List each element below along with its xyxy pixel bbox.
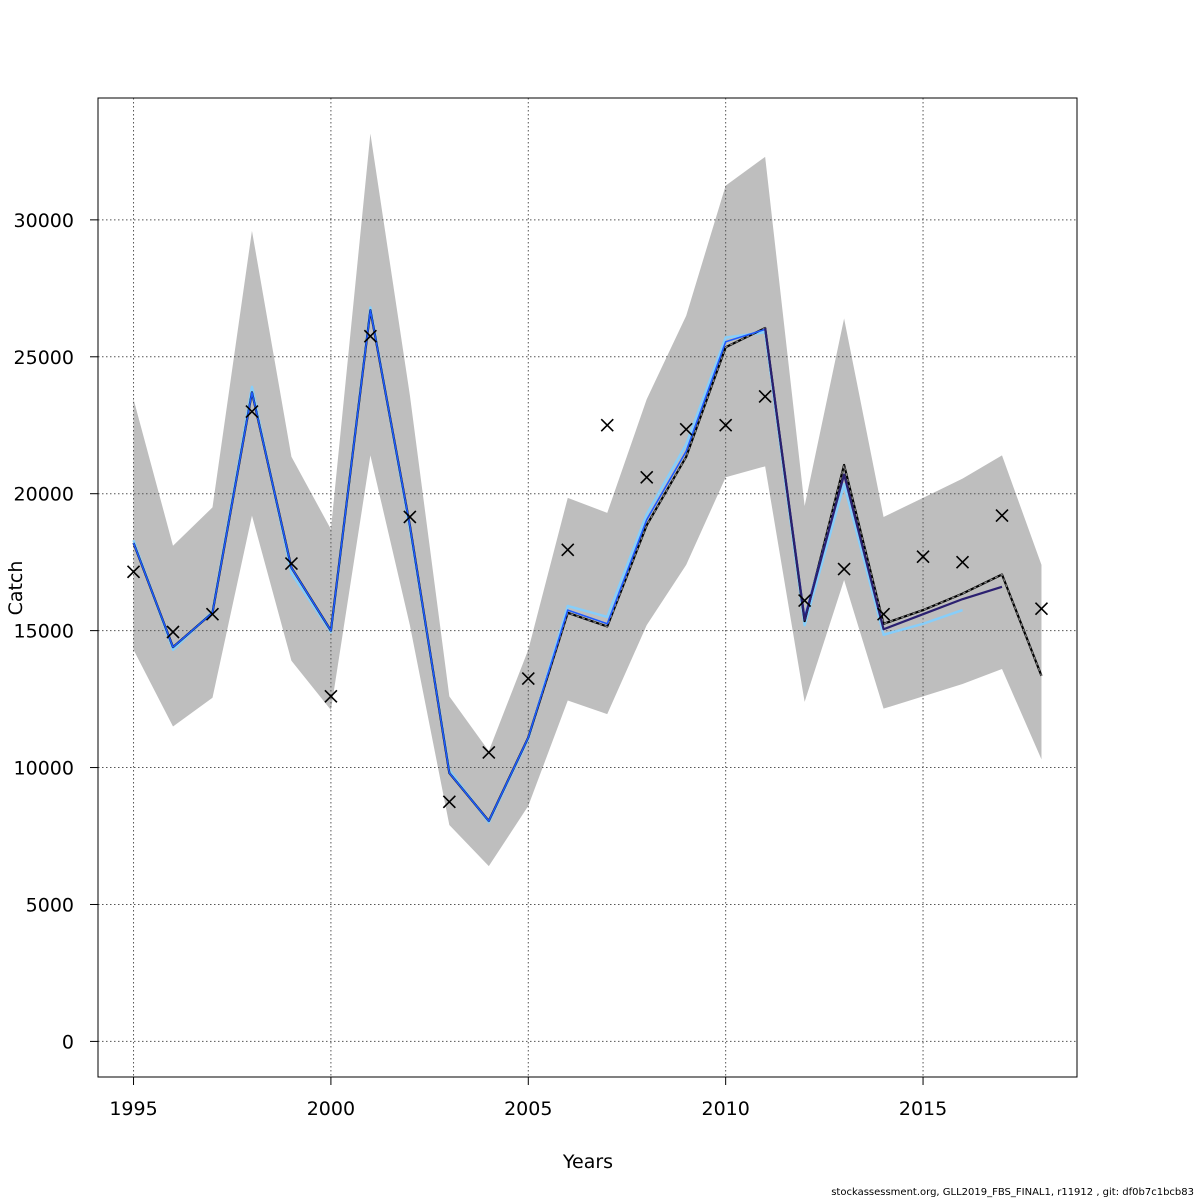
observed-point [640, 470, 654, 484]
y-axis-title: Catch [5, 561, 27, 616]
observed-points-layer [126, 329, 1049, 809]
observed-point [679, 422, 693, 436]
y-tick-label: 20000 [14, 484, 74, 506]
x-tick-label: 2005 [504, 1098, 552, 1120]
observed-point-stroke [1034, 602, 1049, 616]
observed-point-stroke [837, 562, 851, 576]
observed-point-stroke [284, 556, 298, 571]
x-tick-label: 1995 [109, 1098, 157, 1120]
confidence-band [133, 133, 1042, 867]
series-line-main-dashed [132, 310, 1043, 823]
observed-point-stroke [521, 671, 535, 686]
series-line-blue [132, 309, 845, 822]
observed-point [995, 509, 1009, 523]
observed-point-stroke [561, 543, 575, 557]
observed-point [561, 543, 575, 557]
observed-point [1034, 602, 1049, 616]
axis-layer: 1995 2000 2005 2010 2015 0 5000 10000 15000 20000… [14, 210, 948, 1120]
observed-point-stroke [166, 625, 180, 639]
y-tick-label: 30000 [14, 210, 74, 232]
observed-point [719, 418, 733, 432]
observed-point [403, 510, 417, 524]
observed-point-stroke [126, 565, 141, 579]
series-line-purple [764, 327, 1003, 631]
observed-point-stroke [916, 550, 930, 564]
observed-point-stroke [955, 555, 970, 569]
plot-frame [97, 97, 1078, 1078]
y-tick-label: 15000 [14, 621, 74, 643]
observed-point [955, 555, 970, 569]
observed-point-stroke [324, 689, 338, 703]
y-tick-label: 5000 [26, 894, 74, 916]
y-tick-label: 25000 [14, 347, 74, 369]
observed-point-stroke [679, 422, 693, 436]
grid-layer [98, 98, 1077, 1077]
observed-point [482, 745, 496, 760]
observed-point-stroke [758, 389, 772, 404]
observed-point-stroke [403, 510, 417, 524]
observed-point [363, 329, 377, 343]
observed-point-stroke [719, 418, 733, 432]
observed-point-stroke [640, 470, 654, 484]
observed-point [205, 607, 220, 621]
observed-point-stroke [482, 745, 496, 760]
footnote: stockassessment.org, GLL2019_FBS_FINAL1,… [831, 1187, 1194, 1198]
observed-point [521, 671, 535, 686]
observed-point [442, 795, 456, 809]
series-layer [132, 306, 1043, 824]
observed-point-stroke [245, 404, 259, 419]
observed-point [798, 593, 812, 608]
y-tick-label: 0 [62, 1031, 74, 1053]
observed-point-stroke [600, 418, 614, 432]
observed-point-stroke [363, 329, 377, 343]
observed-point [916, 550, 930, 564]
observed-point [245, 404, 259, 419]
observed-point [324, 689, 338, 703]
observed-point-stroke [798, 593, 812, 608]
observed-point [877, 607, 891, 621]
observed-point [837, 562, 851, 576]
x-tick-label: 2010 [701, 1098, 749, 1120]
x-axis-title: Years [562, 1151, 613, 1173]
x-tick-label: 2000 [307, 1098, 355, 1120]
observed-point-stroke [877, 607, 891, 621]
observed-point [284, 556, 298, 571]
observed-point-stroke [995, 509, 1009, 523]
observed-point [126, 565, 141, 579]
observed-point [758, 389, 772, 404]
confidence-band-layer [133, 133, 1042, 867]
observed-point-stroke [442, 795, 456, 809]
x-tick-label: 2015 [899, 1098, 947, 1120]
observed-point [166, 625, 180, 639]
observed-point [600, 418, 614, 432]
y-tick-label: 10000 [14, 758, 74, 780]
observed-point-stroke [205, 607, 220, 621]
